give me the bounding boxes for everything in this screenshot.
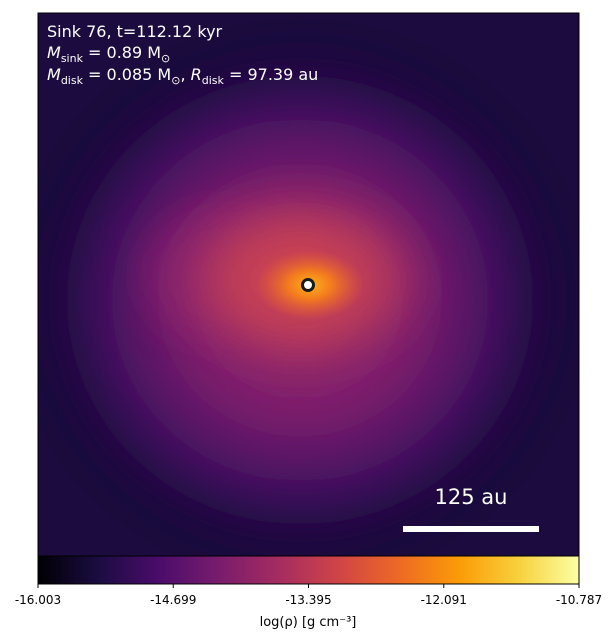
sink-marker <box>301 278 315 292</box>
colorbar-tick-label: -16.003 <box>15 593 61 607</box>
colorbar-tick-label: -12.091 <box>421 593 467 607</box>
scale-bar-label: 125 au <box>435 485 508 509</box>
symbol: M <box>47 65 61 84</box>
symbol: R <box>191 65 202 84</box>
scale-bar <box>403 526 539 532</box>
sink-mass: Msink = 0.89 M⊙ <box>47 43 170 65</box>
value: = 97.39 au <box>224 65 318 84</box>
colorbar-tick-label: -13.395 <box>285 593 331 607</box>
colorbar <box>37 555 580 585</box>
colorbar-label: log(ρ) [g cm⁻³] <box>260 615 357 630</box>
title-annotation: Sink 76, t=112.12 kyr <box>47 22 223 41</box>
unit-subscript: ⊙ <box>171 74 180 87</box>
value: = 0.085 M <box>83 65 171 84</box>
density-image <box>38 13 579 556</box>
subscript: disk <box>202 74 225 87</box>
colorbar-tick-label: -10.787 <box>556 593 602 607</box>
separator: , <box>180 65 190 84</box>
symbol: M <box>47 43 61 62</box>
subscript: sink <box>61 52 84 65</box>
value: = 0.89 M <box>83 43 161 62</box>
colorbar-tick-label: -14.699 <box>150 593 196 607</box>
unit-subscript: ⊙ <box>161 52 170 65</box>
disk-properties: Mdisk = 0.085 M⊙, Rdisk = 97.39 au <box>47 65 318 87</box>
subscript: disk <box>61 74 84 87</box>
